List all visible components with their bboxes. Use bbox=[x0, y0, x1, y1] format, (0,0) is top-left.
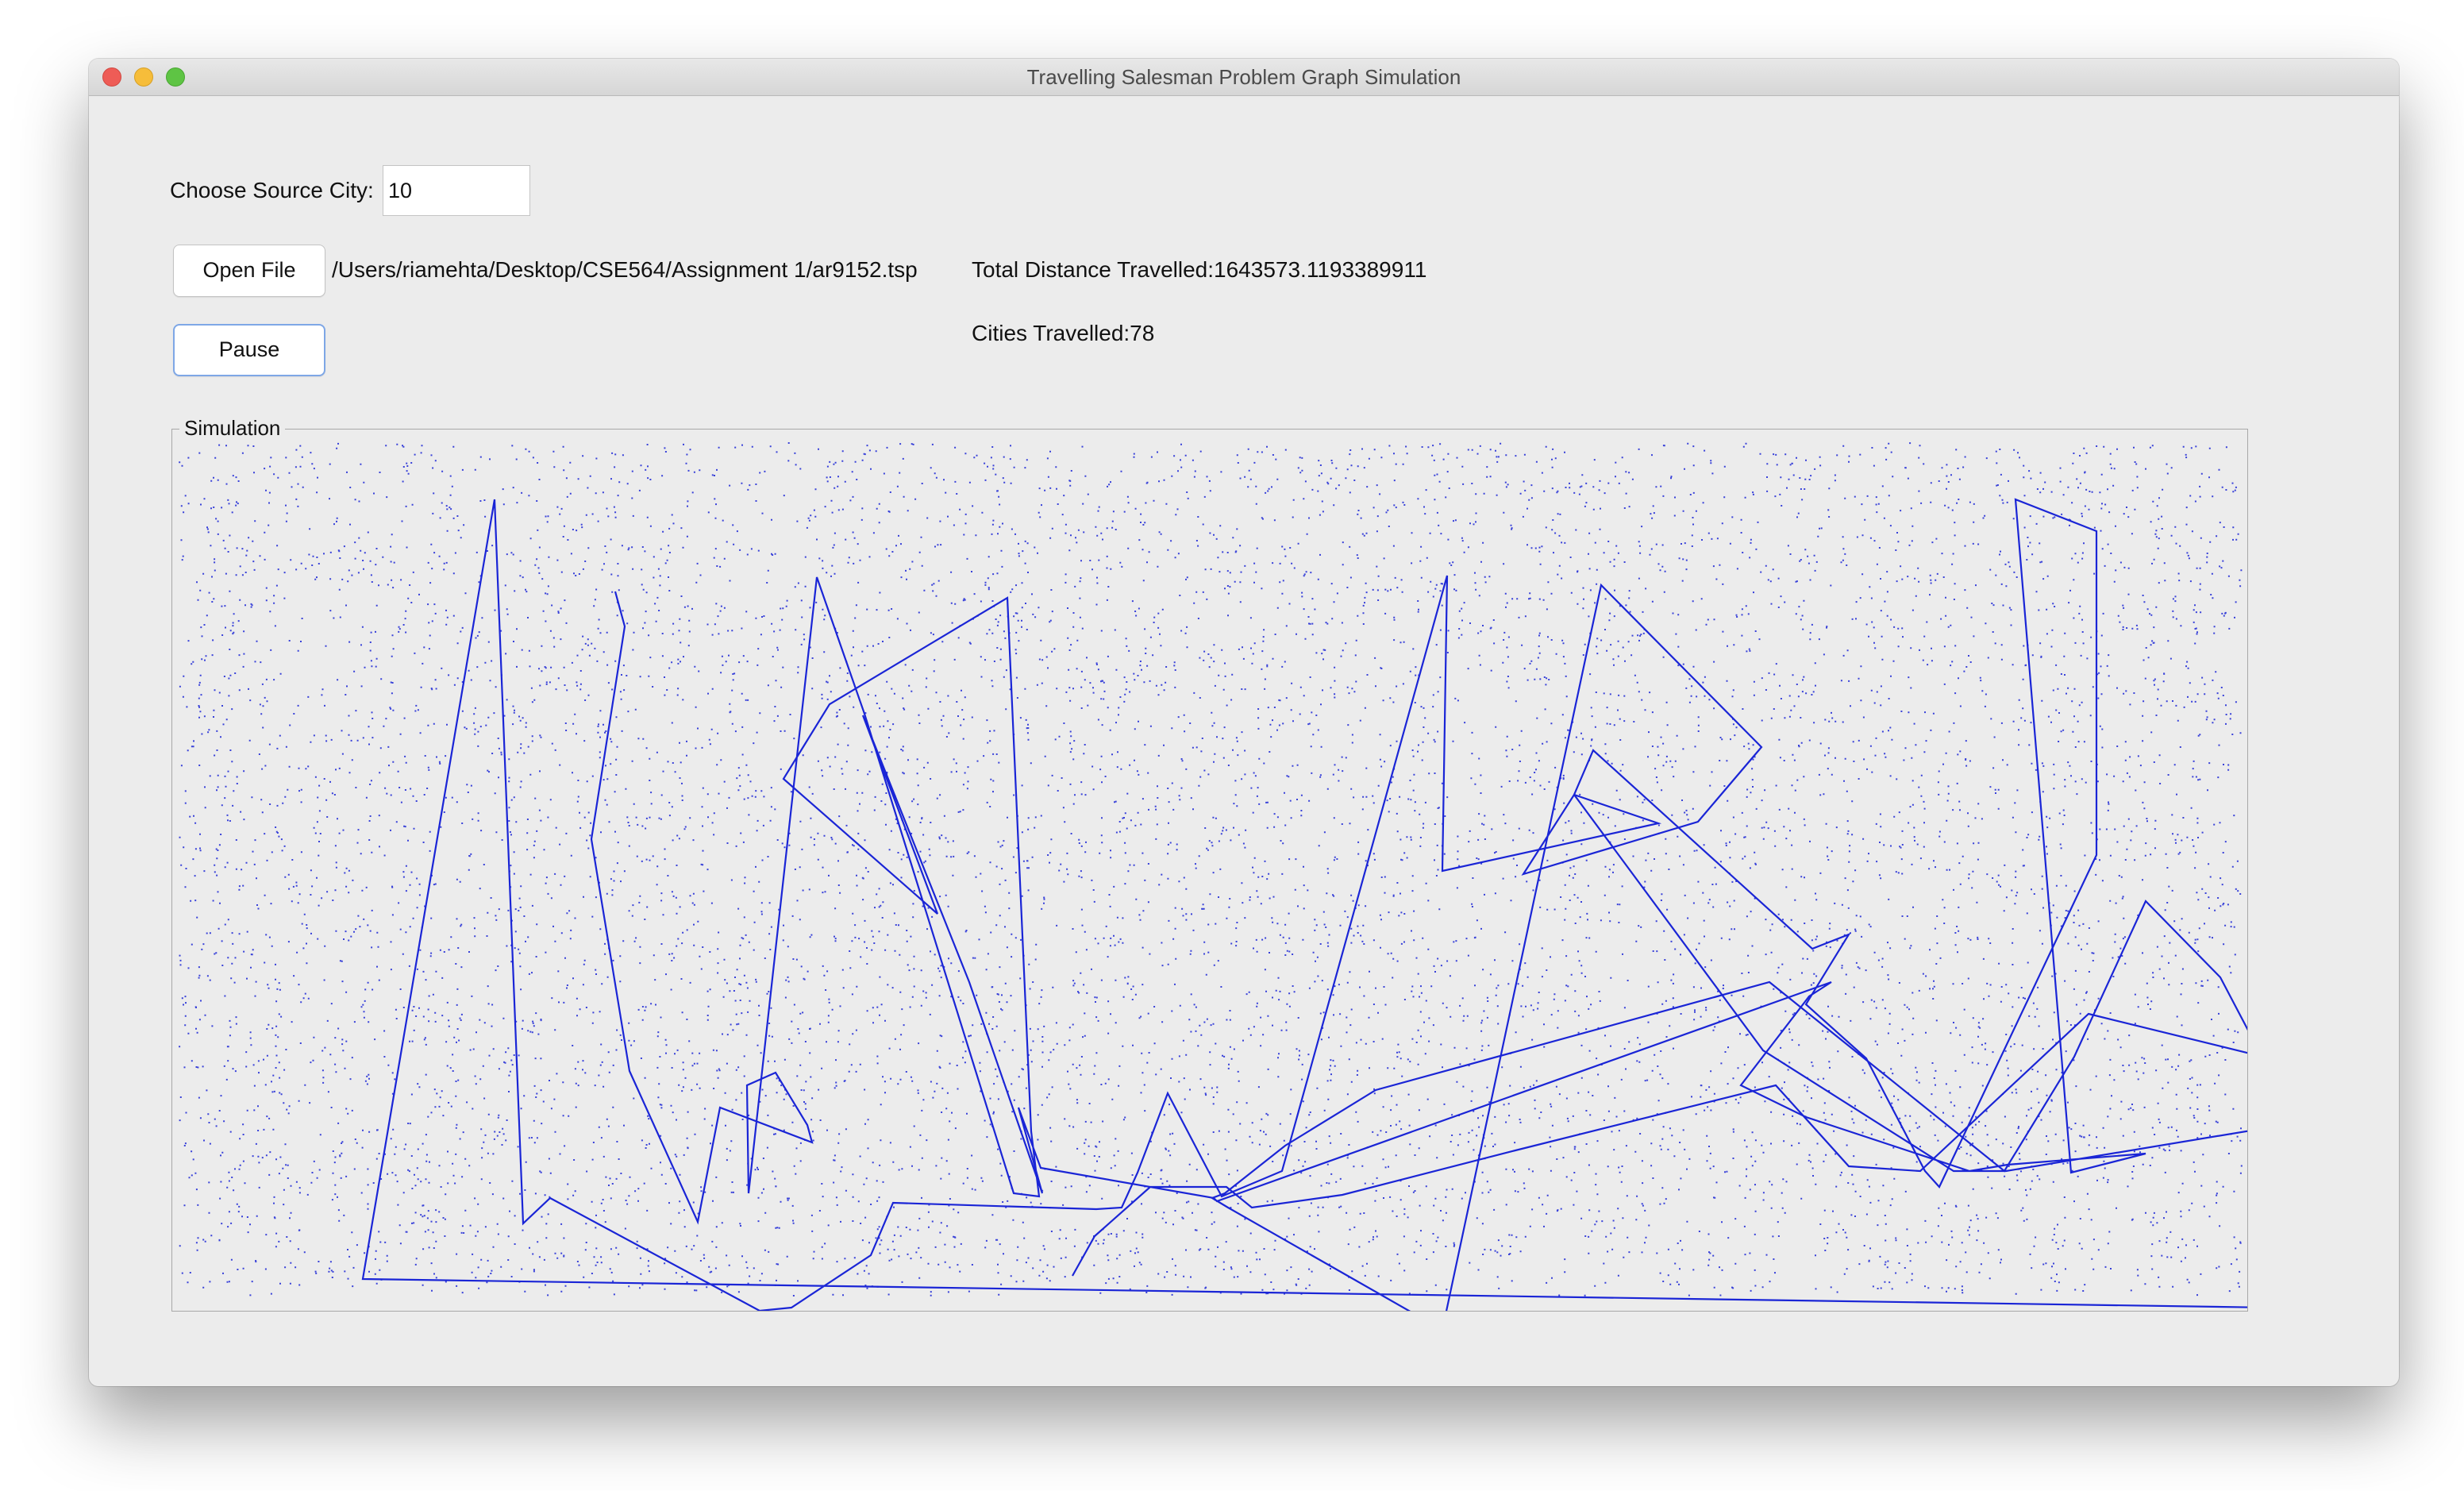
close-window-button[interactable] bbox=[102, 67, 121, 87]
simulation-canvas bbox=[179, 442, 2247, 1311]
minimize-window-button[interactable] bbox=[134, 67, 153, 87]
simulation-panel bbox=[171, 429, 2248, 1312]
title-bar[interactable]: Travelling Salesman Problem Graph Simula… bbox=[89, 59, 2399, 96]
city-points bbox=[179, 442, 2243, 1296]
source-city-input[interactable] bbox=[383, 165, 530, 216]
app-window: Travelling Salesman Problem Graph Simula… bbox=[89, 59, 2399, 1386]
zoom-window-button[interactable] bbox=[166, 67, 185, 87]
window-title: Travelling Salesman Problem Graph Simula… bbox=[1026, 65, 1461, 89]
simulation-legend: Simulation bbox=[179, 416, 286, 441]
cities-travelled-label: Cities Travelled:78 bbox=[972, 321, 1155, 345]
source-city-label: Choose Source City: bbox=[170, 178, 374, 202]
file-path-label: /Users/riamehta/Desktop/CSE564/Assignmen… bbox=[332, 257, 918, 282]
open-file-button[interactable]: Open File bbox=[173, 245, 325, 297]
tour-route-path bbox=[361, 498, 2247, 1311]
pause-button[interactable]: Pause bbox=[173, 324, 325, 376]
total-distance-label: Total Distance Travelled:1643573.1193389… bbox=[972, 257, 1427, 282]
